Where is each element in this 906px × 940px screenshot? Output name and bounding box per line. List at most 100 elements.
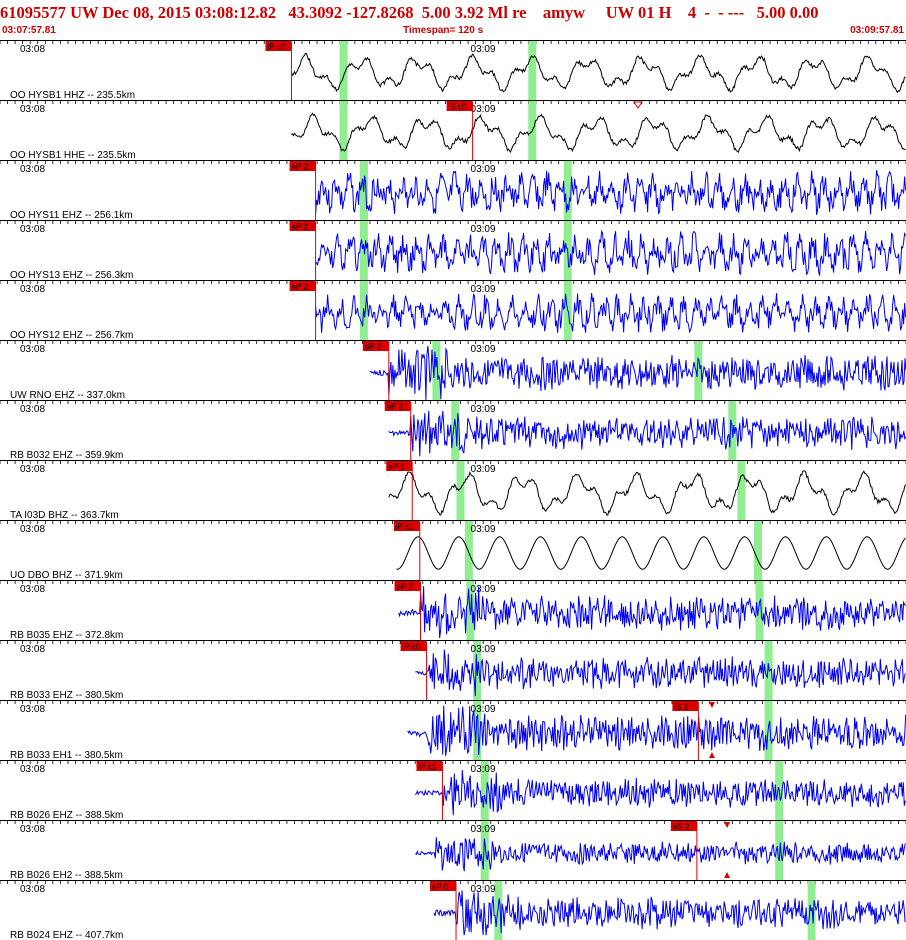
trace-row[interactable]: 03:08 03:09 eP 2 RB B035 EHZ -- 372.8km [0, 580, 906, 641]
minute-label: 03:09 [471, 524, 496, 535]
minute-label: 03:09 [471, 704, 496, 715]
p-pick-flag[interactable] [384, 401, 411, 411]
channel-label: RB B026 EH2 -- 388.5km [10, 870, 123, 881]
trace-row[interactable]: 03:08 03:09 eP 2 OO HYS12 EHZ -- 256.7km [0, 280, 906, 341]
minute-label: 03:09 [471, 104, 496, 115]
p-pick-flag[interactable] [362, 341, 389, 351]
channel-label: RB B026 EHZ -- 388.5km [10, 810, 123, 821]
travel-time-window [528, 41, 537, 100]
trace-row[interactable]: 03:08 03:09 iP c1 RB B026 EHZ -- 388.5km [0, 760, 906, 821]
p-pick-label: iP c0 [403, 643, 421, 652]
channel-label: RB B024 EHZ -- 407.7km [10, 930, 123, 940]
trace-row[interactable]: 03:08 03:09 iP c1 UO DBO BHZ -- 371.9km [0, 520, 906, 581]
trace-row[interactable]: 03:08 03:09 iS 1 RB B033 EH1 -- 380.5km [0, 700, 906, 761]
s-pick-label: eS 2 [673, 823, 690, 832]
travel-time-window [432, 341, 441, 400]
minute-label: 03:09 [471, 584, 496, 595]
start-time: 03:07:57.81 [2, 25, 56, 36]
minute-label: 03:08 [20, 164, 45, 175]
minute-label: 03:08 [20, 284, 45, 295]
p-pick-label: eP 2 [292, 223, 309, 232]
waveform [388, 470, 906, 516]
p-pick-flag[interactable] [393, 521, 420, 531]
waveform [414, 770, 906, 816]
channel-label: OO HYS12 EHZ -- 256.7km [10, 330, 133, 341]
event-summary: 61095577 UW Dec 08, 2015 03:08:12.82 43.… [0, 3, 819, 22]
minute-label: 03:08 [20, 764, 45, 775]
minute-label: 03:09 [471, 284, 496, 295]
p-pick-label: eP 2 [387, 403, 404, 412]
minute-label: 03:08 [20, 224, 45, 235]
theoretical-s-marker [724, 822, 731, 828]
minute-label: 03:08 [20, 644, 45, 655]
minute-label: 03:08 [20, 824, 45, 835]
minute-label: 03:09 [471, 464, 496, 475]
minute-label: 03:08 [20, 44, 45, 55]
travel-time-window [764, 641, 773, 700]
trace-row[interactable]: 03:08 03:09 eP 2 OO HYS13 EHZ -- 256.3km [0, 220, 906, 281]
channel-label: RB B033 EH1 -- 380.5km [10, 750, 123, 761]
trace-row[interactable]: 03:08 03:09 eS 2 RB B026 EH2 -- 388.5km [0, 820, 906, 881]
minute-label: 03:08 [20, 104, 45, 115]
minute-label: 03:09 [471, 224, 496, 235]
p-pick-label: iP c1 [418, 763, 436, 772]
travel-time-window [563, 161, 572, 220]
p-pick-label: eP 2 [292, 283, 309, 292]
p-pick-label: iP c1 [396, 523, 414, 532]
channel-label: RB B035 EHZ -- 372.8km [10, 630, 123, 641]
minute-label: 03:08 [20, 524, 45, 535]
travel-time-window [451, 401, 460, 460]
p-pick-flag[interactable] [289, 221, 316, 231]
theoretical-s-marker [708, 752, 715, 758]
minute-label: 03:09 [471, 644, 496, 655]
p-pick-flag[interactable] [394, 581, 421, 591]
trace-row[interactable]: 03:08 03:09 iP c0 OO HYSB1 HHZ -- 235.5km [0, 40, 906, 101]
travel-time-window [754, 521, 763, 580]
travel-time-window [755, 581, 764, 640]
channel-label: TA I03D BHZ -- 363.7km [10, 510, 119, 521]
p-pick-flag[interactable] [430, 881, 457, 891]
waveform [315, 229, 906, 276]
minute-label: 03:09 [471, 344, 496, 355]
s-pick-label: iS 1 [674, 703, 688, 712]
travel-time-window [737, 461, 746, 520]
p-pick-flag[interactable] [400, 641, 427, 651]
p-pick-flag[interactable] [265, 41, 292, 51]
trace-row[interactable]: 03:08 03:09 eP 0 RB B024 EHZ -- 407.7km [0, 880, 906, 940]
waveform [396, 536, 906, 570]
p-pick-label: iP c0 [267, 43, 285, 52]
trace-row[interactable]: 03:08 03:09 eP 2 UW RNO EHZ -- 337.0km [0, 340, 906, 401]
waveform [433, 890, 906, 936]
minute-label: 03:08 [20, 704, 45, 715]
s-pick-flag[interactable] [670, 821, 697, 831]
theoretical-s-marker [724, 872, 731, 878]
p-pick-flag[interactable] [289, 161, 316, 171]
minute-label: 03:09 [471, 404, 496, 415]
trace-row[interactable]: 03:08 03:09 eP 2 RB B032 EHZ -- 359.9km [0, 400, 906, 461]
trace-row[interactable]: 03:08 03:09 iS c0 OO HYSB1 HHE -- 235.5km [0, 100, 906, 161]
minute-label: 03:09 [471, 884, 496, 895]
channel-label: UO DBO BHZ -- 371.9km [10, 570, 123, 581]
p-pick-flag[interactable] [386, 461, 413, 471]
channel-label: OO HYS11 EHZ -- 256.1km [10, 210, 133, 221]
minute-label: 03:08 [20, 464, 45, 475]
trace-row[interactable]: 03:08 03:09 iP c0 RB B033 EHZ -- 380.5km [0, 640, 906, 701]
waveform [415, 837, 906, 872]
event-header: 61095577 UW Dec 08, 2015 03:08:12.82 43.… [0, 0, 906, 41]
p-pick-flag[interactable] [289, 281, 316, 291]
p-pick-flag[interactable] [446, 101, 473, 111]
waveform [315, 292, 906, 334]
s-pick-flag[interactable] [672, 701, 699, 711]
end-time: 03:09:57.81 [850, 25, 904, 36]
p-pick-label: eP 2 [388, 463, 405, 472]
trace-row[interactable]: 03:08 03:09 eP 2 OO HYS11 EHZ -- 256.1km [0, 160, 906, 221]
p-pick-flag[interactable] [416, 761, 443, 771]
minute-label: 03:09 [471, 764, 496, 775]
trace-row[interactable]: 03:08 03:09 eP 2 TA I03D BHZ -- 363.7km [0, 460, 906, 521]
p-pick-label: iS c0 [449, 103, 467, 112]
channel-label: RB B033 EHZ -- 380.5km [10, 690, 123, 701]
minute-label: 03:09 [471, 824, 496, 835]
waveform [290, 52, 906, 94]
timespan-label: Timespan= 120 s [403, 25, 484, 36]
